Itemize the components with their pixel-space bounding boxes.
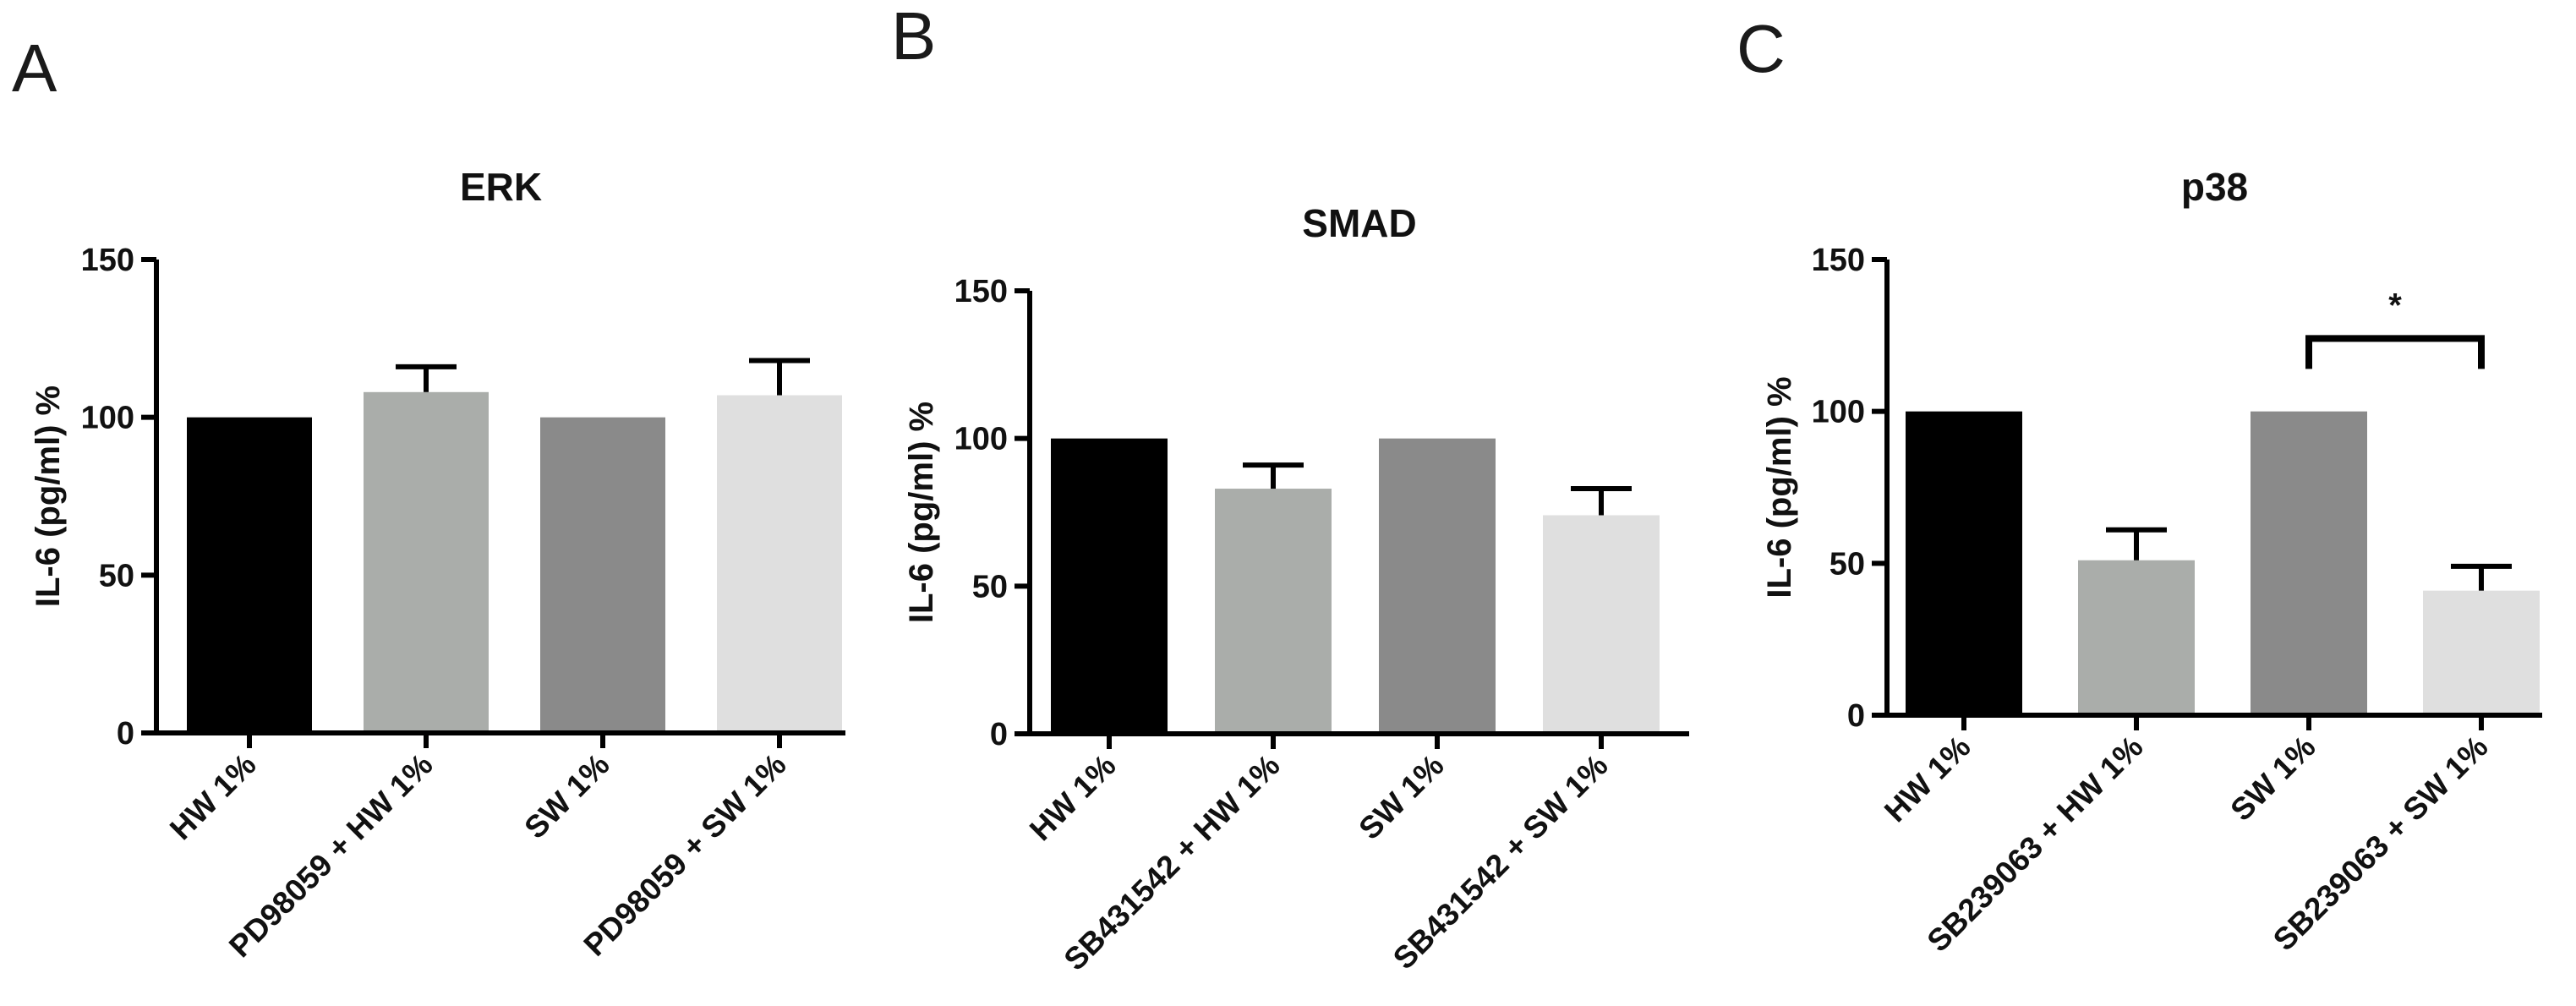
chart-title: ERK (460, 165, 542, 209)
y-tick-label: 100 (954, 422, 1008, 457)
y-tick-label: 50 (1829, 546, 1865, 582)
bar-1 (1051, 438, 1168, 734)
x-category-label: PD98059 + HW 1% (222, 747, 440, 965)
x-category-label: SW 1% (1352, 748, 1450, 846)
y-tick-label: 0 (990, 717, 1008, 752)
chart-title: SMAD (1302, 201, 1416, 245)
chart-title: p38 (2181, 165, 2248, 209)
y-tick-label: 50 (972, 569, 1008, 604)
bar-2 (364, 391, 489, 733)
significance-bracket (2305, 335, 2485, 369)
y-axis-label: IL-6 (pg/ml) % (30, 385, 67, 607)
bar-3 (2251, 411, 2367, 715)
significance-label: * (2388, 287, 2402, 324)
bar-2 (1215, 489, 1332, 734)
bar-4 (1543, 515, 1660, 734)
bar-3 (540, 417, 665, 733)
y-tick-label: 0 (117, 716, 134, 752)
y-tick-label: 0 (1847, 698, 1865, 734)
y-tick-label: 100 (81, 401, 134, 436)
x-category-label: PD98059 + SW 1% (577, 747, 793, 963)
x-category-label: SW 1% (517, 747, 615, 845)
panel-letter: B (891, 0, 936, 74)
x-category-label: HW 1% (1878, 730, 1977, 829)
x-category-label: HW 1% (1023, 748, 1123, 848)
y-tick-label: 50 (99, 558, 134, 593)
bar-1 (1906, 411, 2022, 715)
panel-letter: C (1736, 11, 1786, 86)
panel-letter: A (12, 30, 57, 106)
y-axis-label: IL-6 (pg/ml) % (903, 402, 940, 623)
y-tick-label: 150 (81, 243, 134, 278)
bar-3 (1379, 438, 1496, 734)
y-tick-label: 150 (1812, 243, 1865, 278)
x-category-label: HW 1% (163, 747, 263, 847)
bar-2 (2078, 560, 2195, 715)
x-category-label: SW 1% (2223, 730, 2322, 828)
bar-4 (717, 395, 842, 733)
bar-1 (187, 417, 312, 733)
y-tick-label: 150 (954, 274, 1008, 309)
y-tick-label: 100 (1812, 395, 1865, 430)
y-axis-label: IL-6 (pg/ml) % (1761, 376, 1798, 598)
bar-4 (2423, 590, 2540, 715)
